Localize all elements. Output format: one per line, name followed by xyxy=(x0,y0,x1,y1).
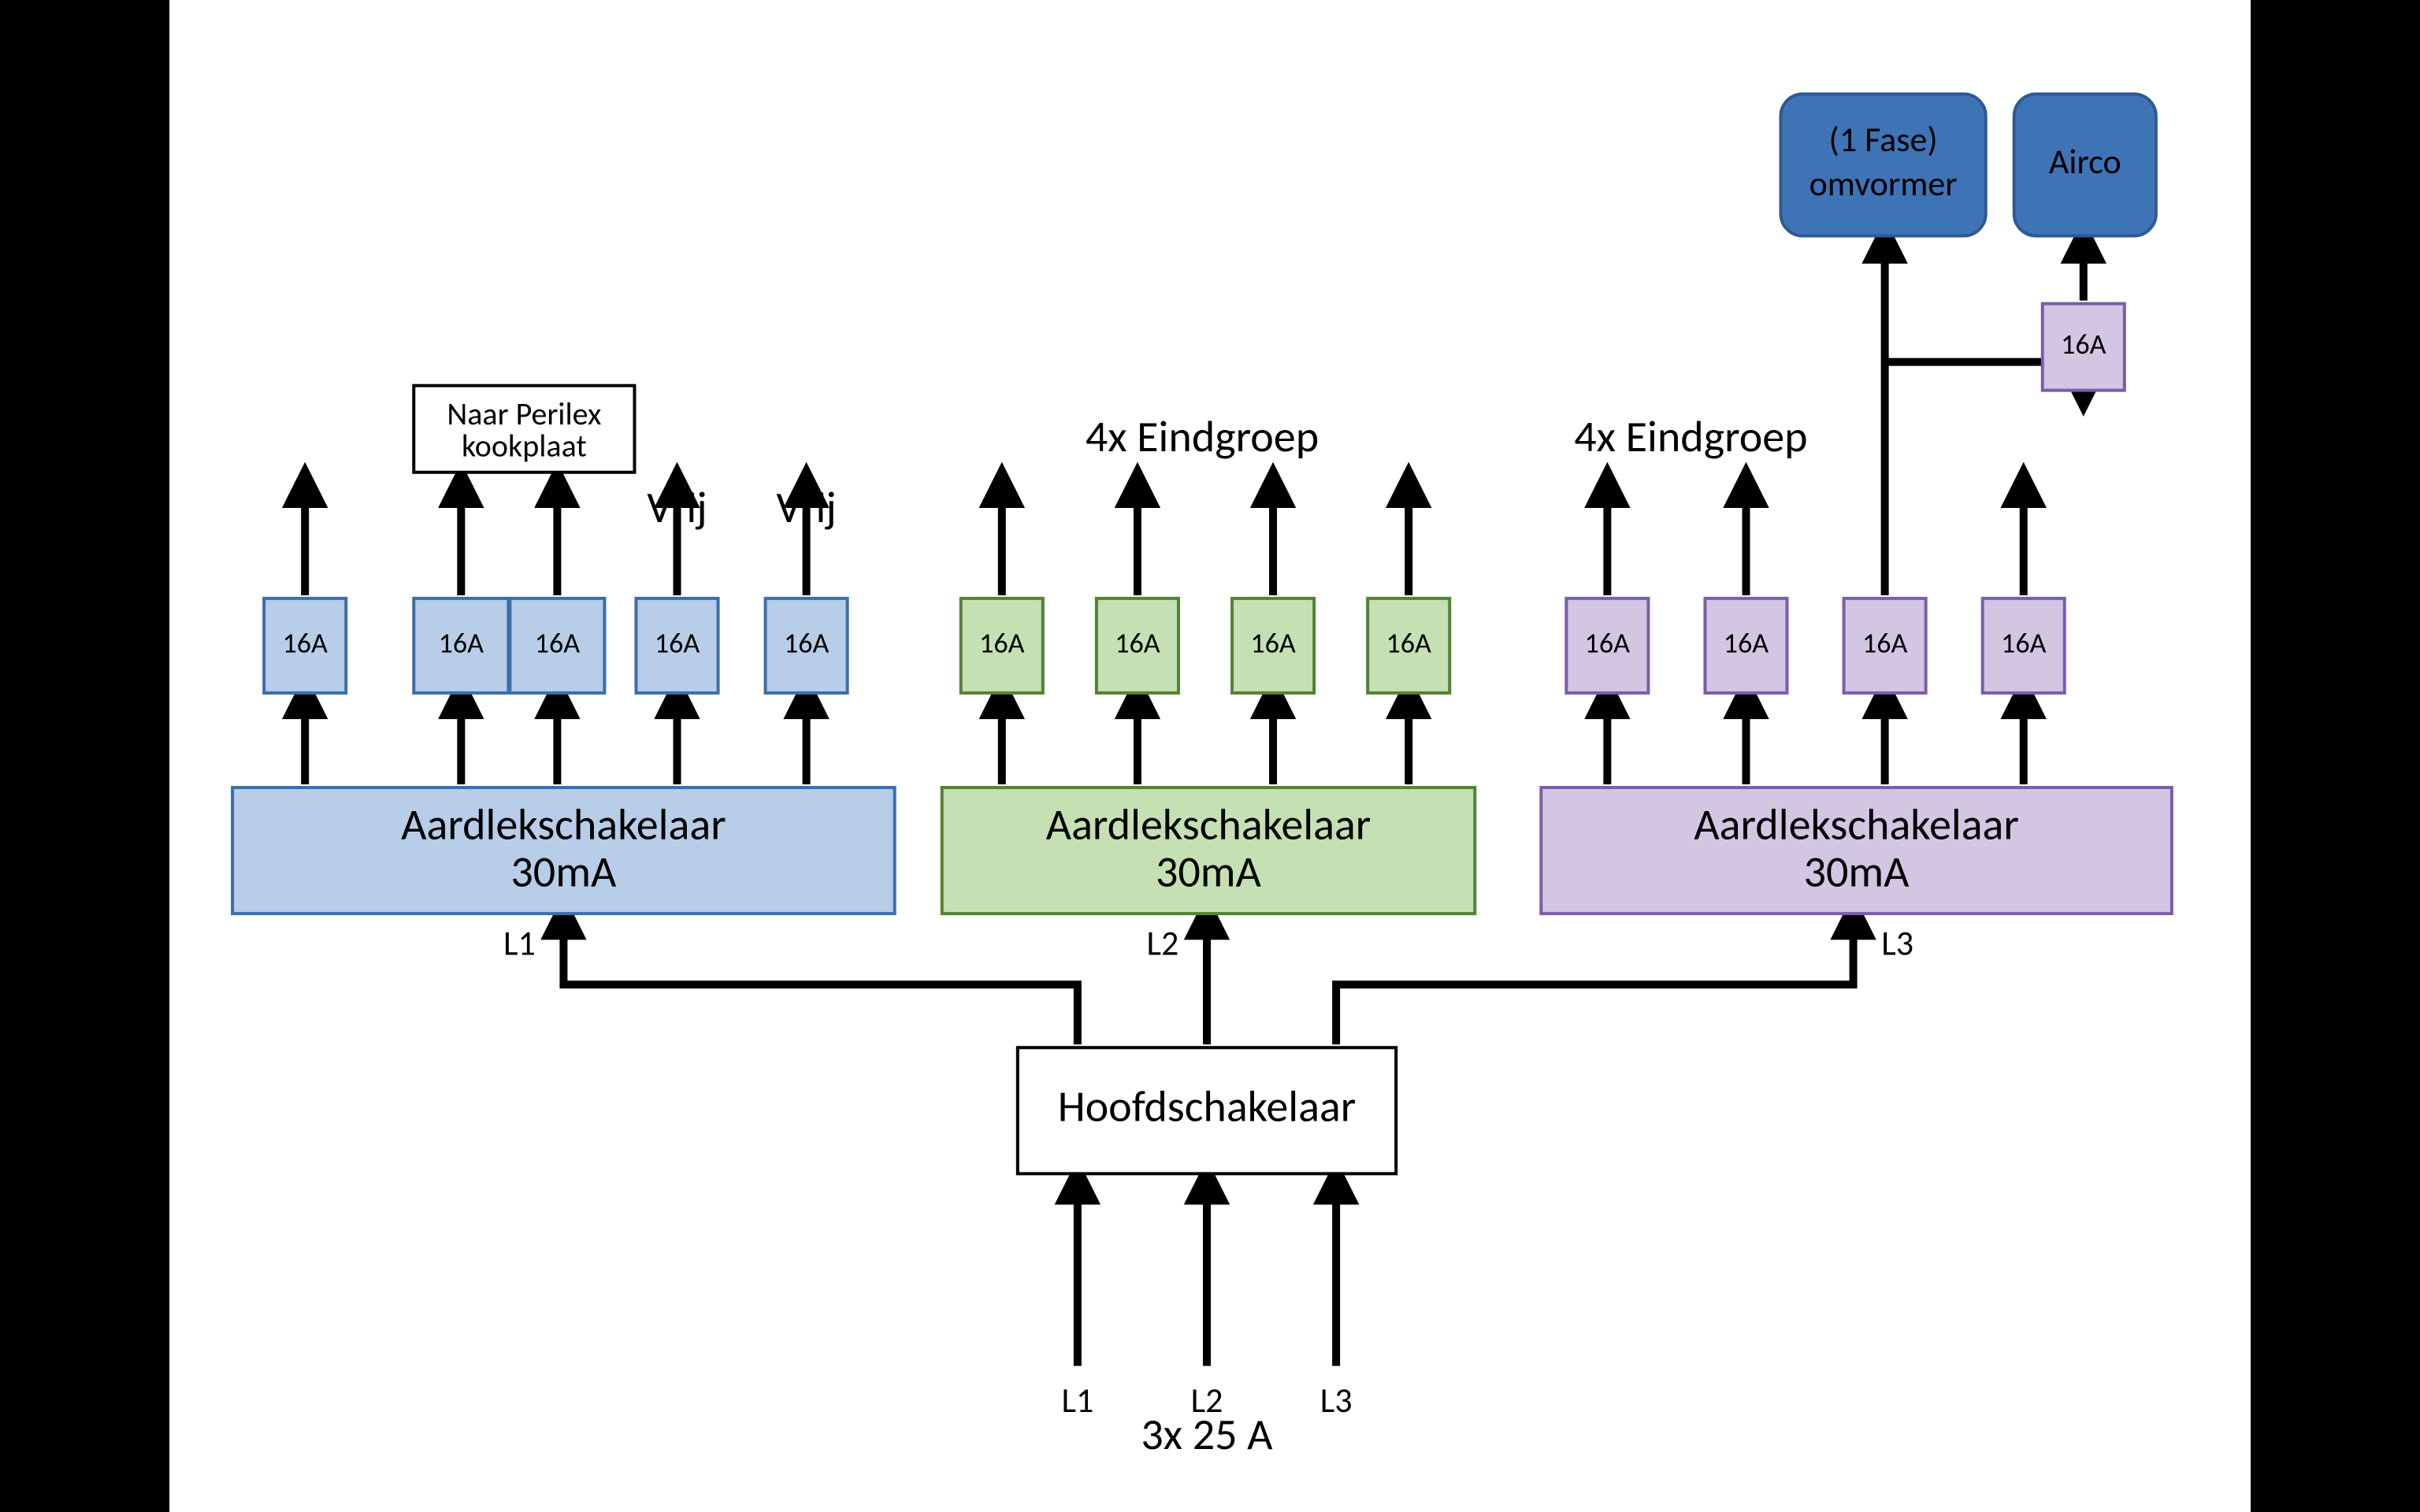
diagram-stage: L1L2L33x 25 AHoofdschakelaarL2L1L3Aardle… xyxy=(169,0,2251,1512)
main-switch-label: Hoofdschakelaar xyxy=(1058,1080,1357,1134)
vrij-label-1: Vrij xyxy=(647,481,707,535)
phase-label-l1: L1 xyxy=(503,922,536,965)
rcd-l2-label1: Aardlekschakelaar xyxy=(1046,798,1371,851)
supply-label-L1: L1 xyxy=(1061,1379,1093,1421)
rcd-l1-label2: 30mA xyxy=(510,845,617,899)
breaker-l2-3-label: 16A xyxy=(1250,625,1296,660)
breaker-l2-2-label: 16A xyxy=(1115,625,1160,660)
main-to-rcd-l3 xyxy=(1336,917,1853,1044)
electrical-diagram: L1L2L33x 25 AHoofdschakelaarL2L1L3Aardle… xyxy=(169,0,2251,1512)
load-omvormer-label1: (1 Fase) xyxy=(1829,118,1938,161)
phase-label-l3: L3 xyxy=(1881,922,1913,965)
supply-rating: 3x 25 A xyxy=(1141,1408,1273,1462)
eindgroep-label-l3: 4x Eindgroep xyxy=(1574,410,1807,464)
breaker-l3-3-label: 16A xyxy=(1862,625,1908,660)
breaker-l3-1-label: 16A xyxy=(1585,625,1631,660)
breaker-l2-4-label: 16A xyxy=(1386,625,1432,660)
breaker-l1-1-label: 16A xyxy=(282,625,328,660)
load-airco-label: Airco xyxy=(2049,140,2121,183)
breaker-l3-2-label: 16A xyxy=(1724,625,1769,660)
rcd-l3-label1: Aardlekschakelaar xyxy=(1694,798,2019,851)
supply-label-L3: L3 xyxy=(1320,1379,1353,1421)
phase-label-l2: L2 xyxy=(1147,922,1179,965)
breaker-airco-label: 16A xyxy=(2061,327,2106,361)
load-omvormer-label2: omvormer xyxy=(1809,162,1958,205)
breaker-l3-4-label: 16A xyxy=(2001,625,2047,660)
main-to-rcd-l1 xyxy=(563,917,1077,1044)
rcd-l1-label1: Aardlekschakelaar xyxy=(401,798,726,851)
rcd-l2-label2: 30mA xyxy=(1156,845,1262,899)
perilex-label-2: kookplaat xyxy=(462,426,587,465)
breaker-l1-2-label: 16A xyxy=(439,625,484,660)
rcd-l3-label2: 30mA xyxy=(1804,845,1910,899)
breaker-l1-3-label: 16A xyxy=(535,625,581,660)
breaker-l2-1-label: 16A xyxy=(979,625,1025,660)
vrij-label-2: Vrij xyxy=(777,481,837,535)
eindgroep-label-l2: 4x Eindgroep xyxy=(1086,410,1319,464)
breaker-l1-4-label: 16A xyxy=(655,625,700,660)
breaker-l1-5-label: 16A xyxy=(784,625,830,660)
